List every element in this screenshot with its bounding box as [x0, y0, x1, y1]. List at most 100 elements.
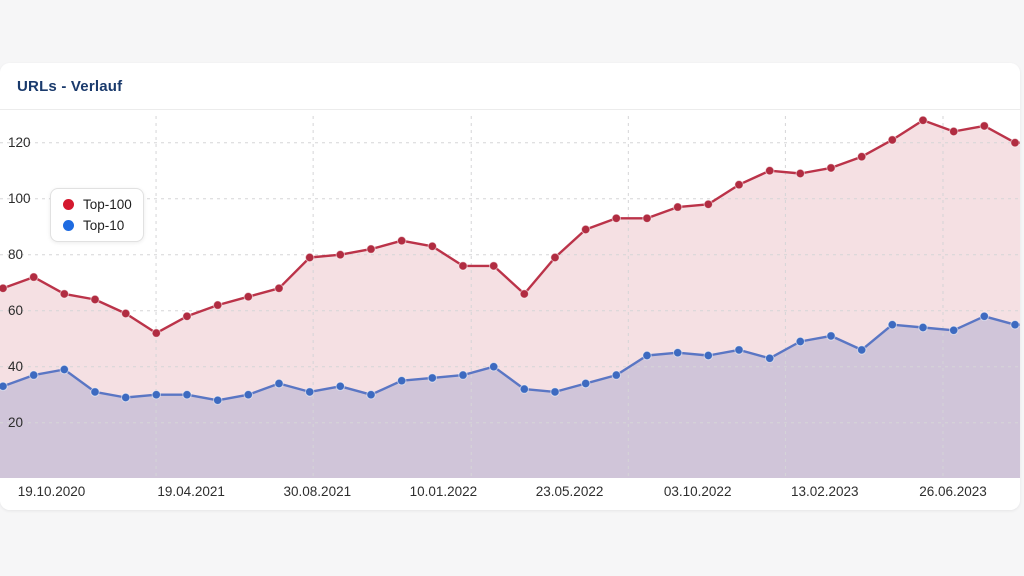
data-point-top-100[interactable]	[519, 289, 529, 299]
chart-title: URLs - Verlauf	[17, 77, 123, 95]
data-point-top-10[interactable]	[918, 322, 928, 333]
area-fill-top-10	[0, 316, 1020, 478]
x-axis-date-label: 19.04.2021	[157, 484, 225, 499]
legend-item-label: Top-10	[83, 218, 125, 233]
data-point-top-10[interactable]	[734, 345, 744, 355]
series-line-top-100	[0, 119, 1020, 335]
area-chart-canvas	[0, 115, 1020, 478]
data-point-top-100[interactable]	[458, 261, 468, 271]
x-axis-date-label: 23.05.2022	[535, 484, 604, 499]
data-point-top-10[interactable]	[335, 381, 345, 391]
data-point-top-100[interactable]	[151, 328, 162, 338]
data-point-top-10[interactable]	[765, 353, 775, 364]
legend-item-top-10[interactable]: Top-10	[63, 218, 133, 233]
data-point-top-10[interactable]	[151, 390, 162, 400]
data-point-top-10[interactable]	[703, 350, 713, 361]
data-point-top-100[interactable]	[734, 180, 744, 190]
data-point-top-10[interactable]	[213, 395, 223, 405]
x-axis-date-label: 13.02.2023	[790, 484, 859, 499]
data-point-top-100[interactable]	[274, 283, 284, 294]
data-point-top-100[interactable]	[427, 241, 437, 252]
data-point-top-100[interactable]	[213, 300, 223, 310]
data-point-top-10[interactable]	[29, 370, 39, 380]
data-point-top-100[interactable]	[90, 294, 100, 305]
data-point-top-100[interactable]	[243, 292, 254, 302]
data-point-top-100[interactable]	[59, 289, 70, 299]
data-point-top-100[interactable]	[979, 121, 989, 131]
area-fill-top-100	[0, 120, 1020, 478]
y-axis-tick-label: 80	[8, 246, 24, 262]
data-point-top-100[interactable]	[366, 244, 376, 254]
data-point-top-10[interactable]	[979, 311, 989, 322]
y-axis-tick-label: 120	[8, 134, 31, 150]
data-point-top-10[interactable]	[949, 325, 959, 336]
data-point-top-100[interactable]	[581, 224, 591, 235]
data-point-top-100[interactable]	[0, 283, 8, 293]
data-point-top-10[interactable]	[90, 387, 100, 397]
x-axis-labels: 19.10.2020 19.04.2021 30.08.2021 10.01.2022…	[0, 478, 1020, 510]
series-line-top-10	[0, 315, 1020, 402]
data-point-top-100[interactable]	[335, 250, 345, 260]
chart-card: URLs - Verlauf 20 40 60 80 100 120 Top-100 Top…	[0, 63, 1020, 510]
data-point-top-100[interactable]	[857, 152, 867, 162]
x-axis-date-label: 26.06.2023	[919, 484, 987, 499]
data-point-top-100[interactable]	[1010, 138, 1020, 148]
data-point-top-100[interactable]	[611, 213, 621, 224]
data-point-top-100[interactable]	[642, 213, 652, 224]
data-point-top-100[interactable]	[795, 168, 805, 179]
data-point-top-10[interactable]	[0, 381, 8, 391]
legend-dot-icon	[63, 220, 74, 231]
data-point-top-100[interactable]	[826, 163, 836, 173]
data-point-top-100[interactable]	[949, 126, 959, 137]
legend-item-top-100[interactable]: Top-100	[63, 197, 133, 212]
data-point-top-10[interactable]	[611, 370, 621, 380]
data-point-top-10[interactable]	[274, 378, 284, 389]
data-point-top-100[interactable]	[673, 202, 683, 212]
y-axis-tick-label: 60	[8, 302, 24, 318]
legend-item-label: Top-100	[83, 197, 132, 212]
data-point-top-10[interactable]	[550, 387, 560, 397]
data-point-top-100[interactable]	[550, 252, 560, 263]
data-point-top-10[interactable]	[857, 345, 867, 355]
y-axis-tick-label: 100	[8, 190, 31, 206]
x-axis-date-label: 19.10.2020	[17, 484, 86, 499]
data-point-top-10[interactable]	[826, 331, 836, 341]
data-point-top-10[interactable]	[581, 378, 591, 389]
data-point-top-10[interactable]	[366, 390, 376, 400]
y-axis-tick-label: 40	[8, 358, 24, 374]
data-point-top-100[interactable]	[918, 115, 928, 125]
data-point-top-10[interactable]	[795, 336, 805, 347]
data-point-top-100[interactable]	[703, 199, 713, 210]
data-point-top-10[interactable]	[243, 390, 254, 400]
data-point-top-10[interactable]	[458, 370, 468, 380]
data-point-top-10[interactable]	[887, 320, 897, 330]
chart-plot-area: 20 40 60 80 100 120 Top-100 Top-10	[0, 110, 1020, 478]
data-point-top-10[interactable]	[519, 384, 529, 394]
data-point-top-10[interactable]	[59, 364, 70, 375]
data-point-top-100[interactable]	[121, 308, 131, 319]
data-point-top-10[interactable]	[397, 376, 407, 386]
data-point-top-100[interactable]	[29, 272, 39, 282]
data-point-top-10[interactable]	[642, 350, 652, 361]
data-point-top-10[interactable]	[489, 362, 499, 372]
chart-legend: Top-100 Top-10	[50, 188, 144, 242]
data-point-top-10[interactable]	[427, 373, 437, 383]
data-point-top-100[interactable]	[305, 252, 315, 263]
y-axis-tick-label: 20	[8, 414, 24, 430]
data-point-top-100[interactable]	[397, 236, 407, 246]
x-axis-date-label: 10.01.2022	[409, 484, 478, 499]
data-point-top-100[interactable]	[182, 311, 192, 322]
x-axis-date-label: 30.08.2021	[283, 484, 352, 499]
data-point-top-100[interactable]	[765, 166, 775, 176]
legend-dot-icon	[63, 199, 74, 210]
data-point-top-10[interactable]	[182, 390, 192, 400]
x-axis-date-label: 03.10.2022	[663, 484, 732, 499]
data-point-top-10[interactable]	[121, 392, 131, 403]
data-point-top-10[interactable]	[1010, 320, 1020, 330]
data-point-top-10[interactable]	[305, 387, 315, 397]
card-header: URLs - Verlauf	[0, 63, 1020, 110]
data-point-top-100[interactable]	[489, 261, 499, 271]
data-point-top-100[interactable]	[887, 135, 897, 145]
data-point-top-10[interactable]	[673, 348, 683, 358]
